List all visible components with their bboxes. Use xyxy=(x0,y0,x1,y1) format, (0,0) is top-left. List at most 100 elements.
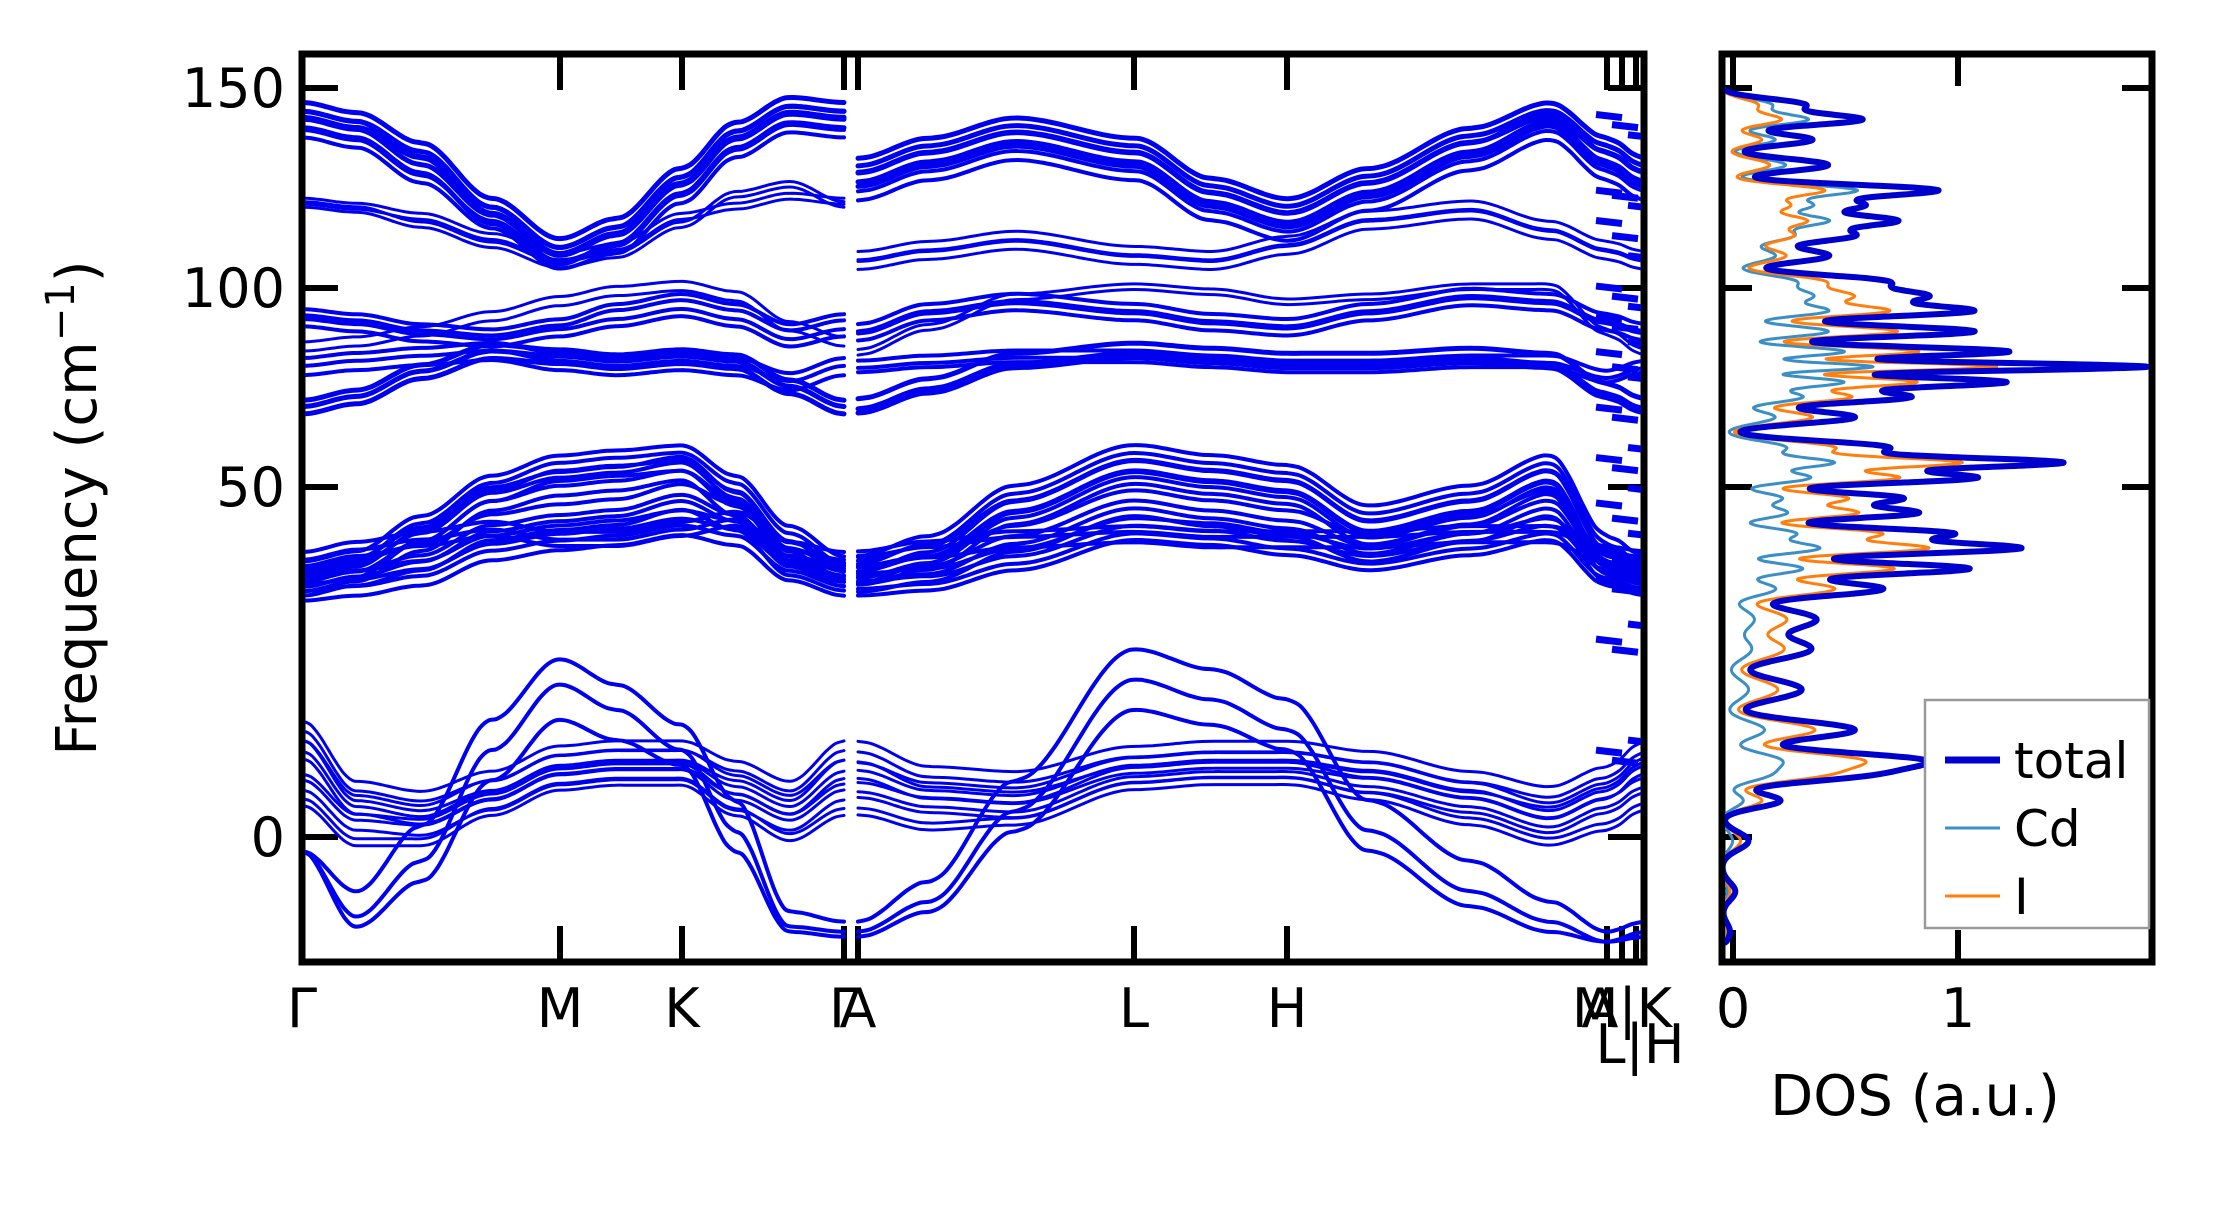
band-curve xyxy=(305,682,846,934)
band-curve xyxy=(305,289,846,353)
dos-tick-label-0: 0 xyxy=(1716,977,1750,1040)
x-tick-label-H: H xyxy=(1267,977,1308,1040)
band-endpoint-marker xyxy=(1595,216,1623,227)
band-endpoint-marker xyxy=(1595,575,1623,586)
band-curve xyxy=(305,130,846,271)
band-curve xyxy=(305,122,846,264)
band-endpoint-marker xyxy=(1595,111,1623,122)
band-curve xyxy=(305,348,846,383)
dos-panel-frame xyxy=(1718,50,2156,966)
band-curve xyxy=(305,314,846,349)
band-endpoint-marker xyxy=(1627,201,1641,211)
band-curve xyxy=(856,783,1641,847)
y-axis-title-main: Frequency (cm xyxy=(45,341,110,755)
band-endpoint-marker xyxy=(1595,312,1623,323)
band-curve xyxy=(305,523,846,569)
band-endpoint-marker xyxy=(1611,292,1639,303)
band-endpoint-marker xyxy=(1611,756,1639,767)
dos-legend[interactable]: total Cd I xyxy=(1923,698,2151,930)
band-curve xyxy=(305,517,846,562)
legend-label-cd: Cd xyxy=(2014,800,2081,858)
band-curve xyxy=(305,776,846,841)
band-curve xyxy=(855,110,1641,216)
y-axis-title-exponent: −1 xyxy=(38,282,84,341)
band-curve xyxy=(855,123,1641,230)
band-curve xyxy=(856,468,1641,574)
band-endpoint-marker xyxy=(1611,464,1639,475)
x-tick-label-gamma1: Γ xyxy=(287,977,317,1040)
band-curve xyxy=(856,524,1641,554)
band-endpoint-marker xyxy=(1611,554,1639,565)
band-endpoint-marker xyxy=(1627,302,1641,312)
band-x-ticks xyxy=(299,54,1639,962)
band-endpoint-marker xyxy=(1611,121,1639,132)
band-endpoint-marker xyxy=(1627,565,1641,574)
band-curve xyxy=(305,762,846,821)
band-endpoint-marker xyxy=(1627,620,1641,630)
band-curve xyxy=(305,111,847,258)
band-endpoint-marker xyxy=(1595,544,1623,555)
band-endpoint-marker xyxy=(1595,348,1623,359)
legend-frame xyxy=(1923,698,2151,930)
x-tick-label-A2: A xyxy=(1582,977,1619,1040)
band-curve xyxy=(856,443,1641,558)
y-tick-labels: 150 100 50 0 xyxy=(182,57,285,869)
band-curve xyxy=(856,707,1641,944)
band-endpoint-marker xyxy=(1627,736,1641,746)
band-curve xyxy=(856,199,1641,253)
band-curve xyxy=(855,100,1641,202)
band-curve xyxy=(855,108,1641,209)
x-tick-label-K: K xyxy=(664,977,701,1040)
y-tick-label-0: 0 xyxy=(251,806,285,869)
band-curve xyxy=(856,137,1641,243)
y-axis-title: Frequency (cm−1) xyxy=(38,260,110,755)
dos-x-tick-labels: 0 1 xyxy=(1716,977,1975,1040)
legend-label-i: I xyxy=(2014,868,2029,926)
band-curve xyxy=(856,287,1641,357)
band-curve xyxy=(855,119,1641,225)
band-curve xyxy=(305,340,846,376)
band-curve xyxy=(856,758,1641,813)
band-curve xyxy=(305,750,846,819)
band-endpoint-marker xyxy=(1611,514,1639,525)
x-tick-label-gamma2: Γ xyxy=(829,977,859,1040)
band-endpoint-marker xyxy=(1595,746,1623,757)
band-curve xyxy=(856,751,1641,805)
band-curve xyxy=(305,533,846,603)
band-curve xyxy=(856,217,1641,271)
band-curve xyxy=(856,355,1641,381)
band-x-tick-labels: Γ M K Γ A L H A M|K L|H xyxy=(287,977,1684,1076)
band-curve xyxy=(856,739,1641,789)
band-curve xyxy=(305,443,846,564)
band-curve xyxy=(856,498,1641,579)
band-endpoint-marker xyxy=(1611,232,1639,243)
band-curve xyxy=(305,657,846,924)
band-curve xyxy=(856,760,1641,820)
band-curve xyxy=(305,768,846,827)
band-curve xyxy=(856,776,1641,840)
band-endpoint-marker xyxy=(1595,499,1623,510)
band-endpoint-marker xyxy=(1611,585,1639,596)
band-endpoint-marker xyxy=(1611,363,1639,374)
band-endpoint-marker xyxy=(1627,373,1641,382)
band-endpoint-marker xyxy=(1627,252,1641,261)
band-curve xyxy=(856,294,1641,334)
band-endpoint-marker xyxy=(1627,131,1641,140)
band-endpoint-marker xyxy=(1611,191,1639,202)
dos-curve-total xyxy=(1725,57,2149,959)
band-curve xyxy=(305,509,846,554)
band-endpoint-marker xyxy=(1611,645,1639,656)
band-curve xyxy=(856,282,1641,351)
dos-curves xyxy=(1725,57,2149,959)
x-tick-label-L: L xyxy=(1119,977,1149,1040)
band-endpoint-marker xyxy=(1627,443,1641,453)
band-curve xyxy=(305,348,847,409)
band-endpoint-marker xyxy=(1627,338,1641,347)
band-endpoint-marker xyxy=(1611,322,1639,333)
dos-x-ticks xyxy=(1730,54,1961,962)
band-curve xyxy=(305,739,846,808)
x-tick-label-MK: M|K xyxy=(1572,977,1674,1040)
legend-label-total: total xyxy=(2014,732,2128,790)
